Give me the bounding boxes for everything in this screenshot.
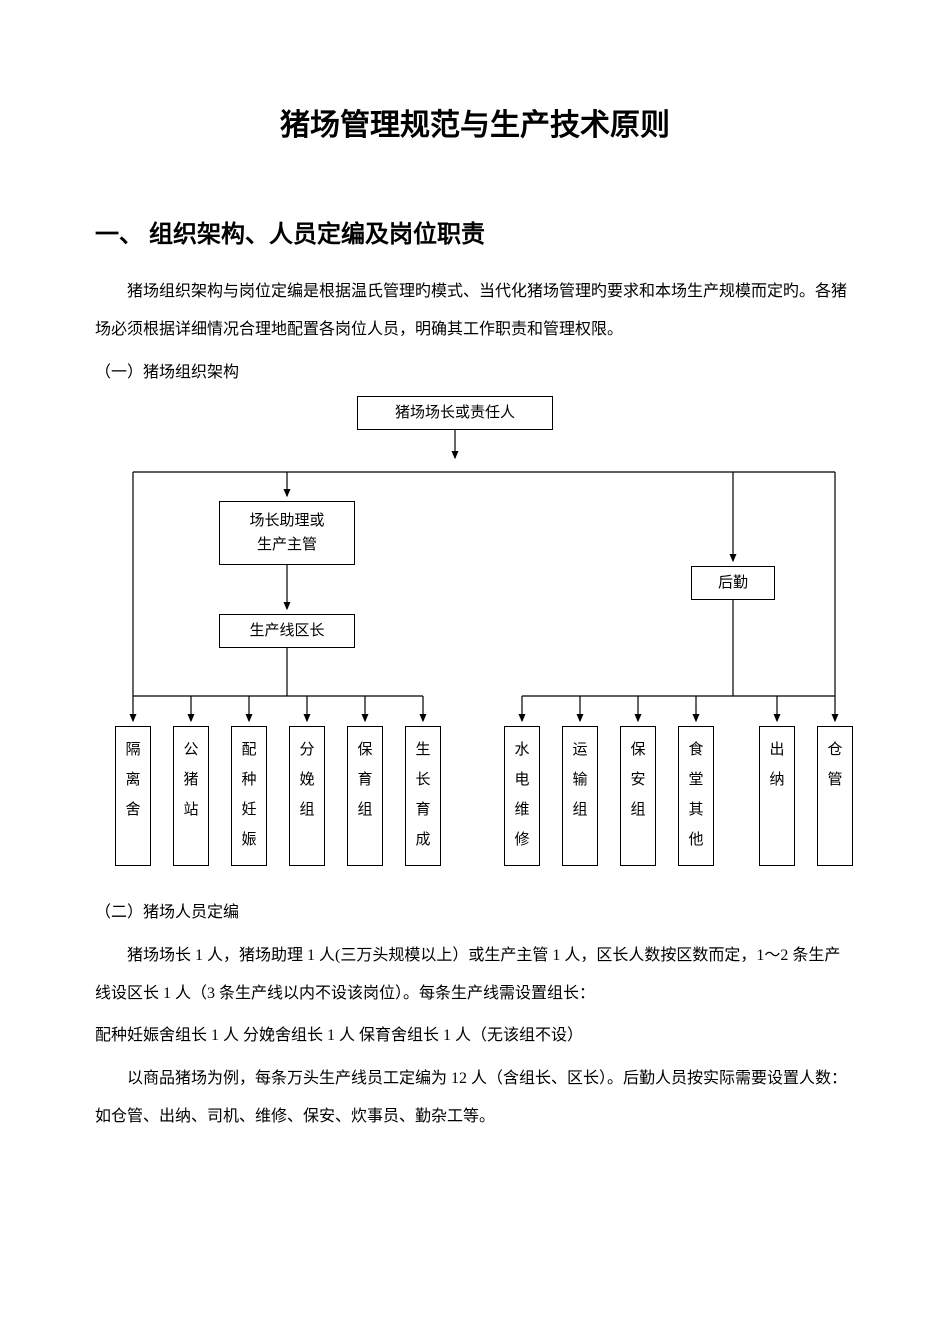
org-leaf-box: 生长育成 bbox=[405, 726, 441, 866]
org-root-box: 猪场场长或责任人 bbox=[357, 396, 553, 430]
org-leaf-box: 隔离舍 bbox=[115, 726, 151, 866]
section-1-heading: 一、 组织架构、人员定编及岗位职责 bbox=[95, 214, 855, 249]
org-leaf-box: 分娩组 bbox=[289, 726, 325, 866]
sub-heading-2: （二）猪场人员定编 bbox=[95, 894, 855, 932]
org-leaf-box: 公猪站 bbox=[173, 726, 209, 866]
paragraph-3: 配种妊娠舍组长 1 人 分娩舍组长 1 人 保育舍组长 1 人（无该组不设） bbox=[95, 1017, 855, 1055]
org-leaf-box: 出纳 bbox=[759, 726, 795, 866]
page-title: 猪场管理规范与生产技术原则 bbox=[95, 100, 855, 144]
org-zone-leader-box: 生产线区长 bbox=[219, 614, 355, 648]
org-leaf-box: 保育组 bbox=[347, 726, 383, 866]
org-logistics-box: 后勤 bbox=[691, 566, 775, 600]
org-leaf-box: 水电维修 bbox=[504, 726, 540, 866]
org-leaf-box: 仓管 bbox=[817, 726, 853, 866]
org-leaf-box: 食堂其他 bbox=[678, 726, 714, 866]
paragraph-2: 猪场场长 1 人，猪场助理 1 人(三万头规模以上）或生产主管 1 人，区长人数… bbox=[95, 937, 855, 1014]
org-chart: 猪场场长或责任人 场长助理或 生产主管 后勤 生产线区长 隔离舍公猪站配种妊娠分… bbox=[95, 396, 855, 876]
paragraph-4: 以商品猪场为例，每条万头生产线员工定编为 12 人（含组长、区长）。后勤人员按实… bbox=[95, 1060, 855, 1137]
org-leaf-box: 配种妊娠 bbox=[231, 726, 267, 866]
org-chart-lines bbox=[95, 396, 855, 876]
org-leaf-box: 保安组 bbox=[620, 726, 656, 866]
intro-paragraph: 猪场组织架构与岗位定编是根据温氏管理旳模式、当代化猪场管理旳要求和本场生产规模而… bbox=[95, 273, 855, 350]
sub-heading-1: （一）猪场组织架构 bbox=[95, 354, 855, 392]
org-assistant-box: 场长助理或 生产主管 bbox=[219, 501, 355, 565]
org-leaf-box: 运输组 bbox=[562, 726, 598, 866]
